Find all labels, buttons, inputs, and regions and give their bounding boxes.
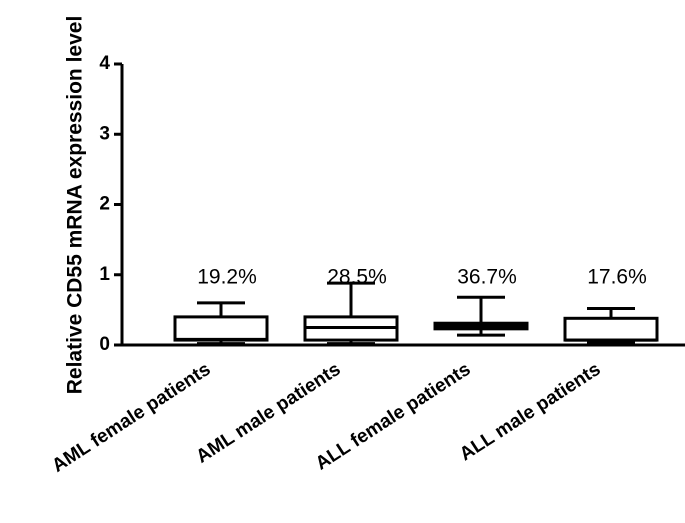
box: [173, 315, 269, 342]
annotation: 28.5%: [327, 266, 387, 289]
y-tick-label: 3: [99, 123, 110, 144]
y-tick-label: 2: [99, 194, 110, 215]
x-tick-label: ALL male patients: [456, 359, 604, 466]
annotation: 19.2%: [197, 266, 257, 289]
annotation: 36.7%: [457, 266, 517, 289]
box: [563, 316, 659, 342]
y-tick-label: 0: [99, 334, 110, 355]
annotation: 17.6%: [587, 266, 647, 289]
y-tick-label: 4: [99, 53, 110, 74]
y-tick-label: 1: [99, 264, 110, 285]
y-axis-label: Relative CD55 mRNA expression level: [64, 16, 87, 395]
